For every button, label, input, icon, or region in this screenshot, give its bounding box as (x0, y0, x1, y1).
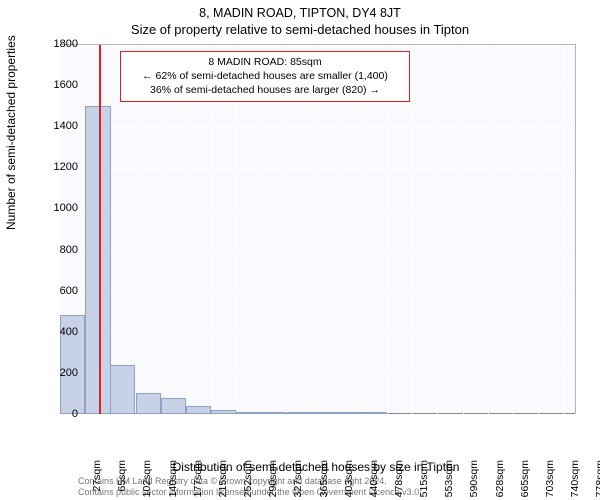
gridline-h (60, 333, 575, 334)
gridline-h (60, 292, 575, 293)
x-tick-label: 365sqm (318, 460, 330, 500)
property-marker-line (99, 45, 101, 414)
histogram-bar (236, 412, 261, 414)
gridline-h (60, 45, 575, 46)
gridline-v (437, 45, 438, 414)
x-tick-label: 327sqm (292, 460, 304, 500)
x-tick-label: 628sqm (494, 460, 506, 500)
gridline-v (563, 45, 564, 414)
annotation-line: 8 MADIN ROAD: 85sqm (129, 55, 401, 69)
histogram-bar (186, 406, 211, 414)
histogram-bar (211, 410, 236, 414)
histogram-bar (261, 412, 286, 414)
annotation-line: ← 62% of semi-detached houses are smalle… (129, 69, 401, 83)
gridline-v (463, 45, 464, 414)
histogram-bar (161, 398, 186, 414)
gridline-h (60, 168, 575, 169)
x-tick-label: 215sqm (217, 460, 229, 500)
plot-background: 8 MADIN ROAD: 85sqm← 62% of semi-detache… (60, 44, 576, 414)
chart-plot-area: 8 MADIN ROAD: 85sqm← 62% of semi-detache… (60, 44, 576, 414)
y-tick-label: 1000 (42, 202, 78, 214)
histogram-bar (312, 412, 337, 414)
annotation-box: 8 MADIN ROAD: 85sqm← 62% of semi-detache… (120, 51, 410, 102)
page-supertitle: 8, MADIN ROAD, TIPTON, DY4 8JT (0, 0, 600, 20)
x-tick-label: 740sqm (569, 460, 581, 500)
histogram-bar (337, 412, 362, 414)
x-tick-label: 140sqm (167, 460, 179, 500)
x-tick-label: 515sqm (418, 460, 430, 500)
y-tick-label: 800 (42, 244, 78, 256)
gridline-h (60, 127, 575, 128)
chart-title: Size of property relative to semi-detach… (0, 20, 600, 41)
x-tick-label: 102sqm (141, 460, 153, 500)
x-tick-label: 665sqm (519, 460, 531, 500)
y-axis-label: Number of semi-detached properties (4, 35, 18, 230)
x-tick-label: 290sqm (267, 460, 279, 500)
histogram-bar (287, 412, 312, 414)
x-tick-label: 177sqm (192, 460, 204, 500)
histogram-bar (362, 412, 387, 414)
x-tick-label: 703sqm (544, 460, 556, 500)
y-tick-label: 400 (42, 326, 78, 338)
x-tick-label: 27sqm (91, 460, 103, 500)
x-tick-label: 252sqm (242, 460, 254, 500)
histogram-bar (110, 365, 135, 414)
x-tick-label: 590sqm (468, 460, 480, 500)
gridline-h (60, 251, 575, 252)
y-tick-label: 1800 (42, 38, 78, 50)
x-tick-label: 65sqm (116, 460, 128, 500)
x-axis-label: Distribution of semi-detached houses by … (16, 460, 600, 474)
x-tick-label: 403sqm (343, 460, 355, 500)
gridline-v (412, 45, 413, 414)
gridline-v (513, 45, 514, 414)
y-tick-label: 200 (42, 367, 78, 379)
y-tick-label: 600 (42, 285, 78, 297)
histogram-bar (136, 393, 161, 414)
y-tick-label: 0 (42, 408, 78, 420)
gridline-v (488, 45, 489, 414)
gridline-h (60, 209, 575, 210)
x-tick-label: 778sqm (594, 460, 600, 500)
annotation-line: 36% of semi-detached houses are larger (… (129, 83, 401, 97)
y-tick-label: 1600 (42, 79, 78, 91)
gridline-h (60, 374, 575, 375)
x-tick-label: 553sqm (443, 460, 455, 500)
gridline-v (538, 45, 539, 414)
x-tick-label: 440sqm (368, 460, 380, 500)
x-tick-label: 478sqm (393, 460, 405, 500)
y-tick-label: 1400 (42, 120, 78, 132)
y-tick-label: 1200 (42, 161, 78, 173)
